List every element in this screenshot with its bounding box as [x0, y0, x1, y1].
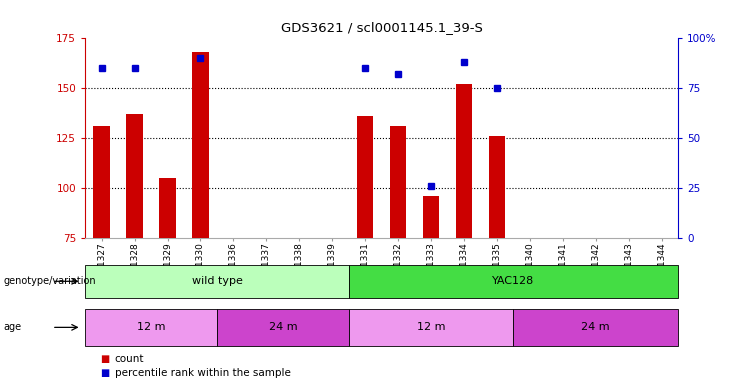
Text: wild type: wild type	[191, 276, 242, 286]
Bar	[357, 116, 373, 238]
Bar	[93, 126, 110, 238]
Text: ■: ■	[100, 354, 109, 364]
Bar	[456, 84, 472, 238]
Bar	[192, 52, 209, 238]
Text: 12 m: 12 m	[416, 322, 445, 333]
Bar	[423, 196, 439, 238]
Text: 24 m: 24 m	[268, 322, 297, 333]
Bar	[390, 126, 406, 238]
Text: 24 m: 24 m	[582, 322, 610, 333]
Text: percentile rank within the sample: percentile rank within the sample	[115, 368, 290, 378]
Text: count: count	[115, 354, 144, 364]
Bar	[159, 178, 176, 238]
Text: age: age	[4, 322, 21, 333]
Bar	[488, 136, 505, 238]
Text: 12 m: 12 m	[137, 322, 165, 333]
Text: ■: ■	[100, 368, 109, 378]
Bar	[127, 114, 143, 238]
Text: YAC128: YAC128	[492, 276, 534, 286]
Title: GDS3621 / scl0001145.1_39-S: GDS3621 / scl0001145.1_39-S	[281, 22, 482, 35]
Text: genotype/variation: genotype/variation	[4, 276, 96, 286]
